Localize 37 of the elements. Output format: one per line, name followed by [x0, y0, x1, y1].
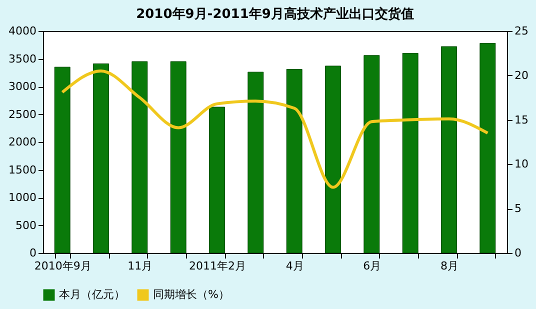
- x-tick-label: 2011年2月: [189, 260, 246, 272]
- x-tick-label: 11月: [128, 260, 153, 272]
- bar: [402, 52, 418, 254]
- x-tick-label: 2010年9月: [34, 260, 92, 272]
- bar: [209, 106, 225, 254]
- y-tick-label: 1500: [8, 163, 36, 176]
- x-tick-label: 6月: [363, 260, 382, 272]
- y-tick-label: 1000: [8, 191, 36, 204]
- bar: [170, 61, 186, 254]
- y-tick-label: 4000: [8, 24, 36, 38]
- legend-label: 本月（亿元）: [59, 288, 125, 301]
- bar: [132, 61, 148, 254]
- x-tick-label: 8月: [440, 260, 458, 272]
- bar: [248, 72, 264, 254]
- bar: [325, 66, 341, 254]
- y-tick-label: 0: [30, 246, 36, 260]
- line-series: [60, 69, 490, 189]
- chart-title: 2010年9月-2011年9月高技术产业出口交货值: [136, 6, 414, 22]
- bar: [93, 63, 109, 254]
- bar: [480, 42, 496, 254]
- y-tick-label: 2000: [8, 136, 36, 148]
- y-tick-label: 3500: [8, 52, 36, 66]
- y2-tick-label: 0: [514, 246, 522, 260]
- y2-tick-label: 20: [514, 68, 528, 82]
- bar: [54, 66, 70, 254]
- bar: [441, 46, 457, 254]
- y2-tick-label: 15: [514, 113, 528, 126]
- y2-tick-label: 25: [514, 24, 528, 38]
- y-tick-label: 3000: [8, 80, 36, 93]
- bar: [286, 69, 302, 254]
- y-tick-label: 500: [16, 218, 36, 232]
- legend-label: 同期增长（%）: [153, 288, 230, 301]
- y2-tick-label: 5: [514, 202, 522, 216]
- y-tick-label: 2500: [8, 108, 36, 121]
- bar: [364, 55, 380, 254]
- x-tick-label: 4月: [286, 260, 304, 272]
- y2-tick-label: 10: [514, 158, 528, 171]
